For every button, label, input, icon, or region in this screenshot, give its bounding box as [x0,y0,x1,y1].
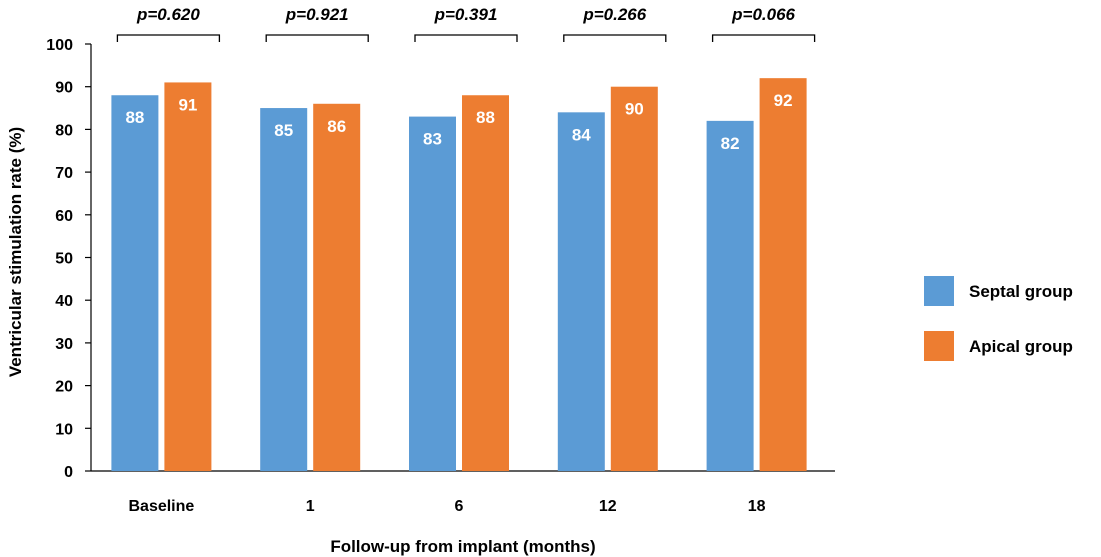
y-tick-label: 20 [55,379,73,396]
legend-label: Septal group [969,282,1073,301]
bar-value-label: 84 [572,125,591,144]
significance-bracket [265,34,369,42]
p-value-label: p=0.620 [136,5,200,24]
p-value-label: p=0.066 [731,5,795,24]
bar-apical [313,103,361,471]
bar-value-label: 85 [274,121,293,140]
x-axis-title: Follow-up from implant (months) [330,537,595,556]
bar-septal [409,116,456,471]
bar-value-label: 91 [178,95,197,114]
y-tick-label: 100 [46,37,73,54]
y-tick-label: 70 [55,165,73,182]
bar-apical [462,95,509,472]
bar-septal [706,120,754,472]
x-tick-label: 12 [599,498,617,515]
legend: Septal group Apical group [924,276,1073,361]
bar-value-label: 90 [625,100,644,119]
y-tick-label: 60 [55,208,73,225]
significance-bracket [563,34,667,42]
y-axis: 0 10 20 30 40 50 60 70 80 90 100 [46,37,92,481]
p-value-annotations: p=0.620 p=0.921 p=0.391 p=0.266 p=0.066 [116,5,816,42]
x-tick-label: 1 [306,498,315,515]
bar-septal [111,95,159,472]
y-tick-label: 30 [55,336,73,353]
x-tick-label: 18 [748,498,766,515]
bar-value-label: 88 [476,108,495,127]
bars: 88 91 85 86 83 88 84 90 82 92 [111,78,807,472]
bar-septal [557,112,605,471]
legend-swatch-septal [924,276,954,306]
significance-bracket [116,34,221,42]
p-value-label: p=0.266 [582,5,646,24]
legend-label: Apical group [969,337,1073,356]
bar-value-label: 92 [774,91,793,110]
y-tick-label: 50 [55,251,73,268]
p-value-label: p=0.921 [285,5,349,24]
y-axis-title: Ventricular stimulation rate (%) [6,127,25,377]
bar-apical [610,86,658,471]
x-tick-label: Baseline [128,498,194,515]
y-tick-label: 90 [55,80,73,97]
bar-apical [759,78,807,471]
bar-value-label: 83 [423,130,442,149]
y-tick-label: 80 [55,122,73,139]
significance-bracket [711,34,816,42]
bar-septal [260,108,308,472]
bar-apical [164,82,212,472]
bar-value-label: 88 [125,108,144,127]
legend-swatch-apical [924,331,954,361]
bar-value-label: 82 [721,134,740,153]
y-tick-label: 40 [55,293,73,310]
p-value-label: p=0.391 [434,5,498,24]
y-tick-label: 10 [55,421,73,438]
significance-bracket [414,34,518,42]
x-axis: Baseline 1 6 12 18 [91,470,835,515]
y-tick-label: 0 [64,464,73,481]
bar-value-label: 86 [327,117,346,136]
x-tick-label: 6 [455,498,464,515]
